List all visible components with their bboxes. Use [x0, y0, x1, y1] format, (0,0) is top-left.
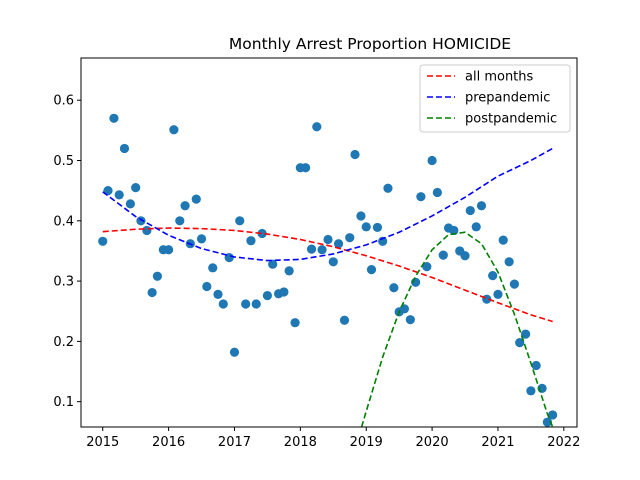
data-point-8 [142, 225, 152, 236]
legend-box [419, 64, 571, 133]
data-point-35 [290, 318, 300, 328]
data-point-9 [147, 287, 157, 298]
data-point-64 [449, 225, 459, 236]
data-point-14 [175, 216, 185, 226]
data-point-27 [246, 236, 256, 246]
data-point-28 [251, 299, 261, 309]
data-point-34 [284, 266, 294, 276]
data-point-41 [323, 234, 333, 245]
chart-title: Monthly Arrest Proportion HOMICIDE [229, 35, 511, 53]
data-point-82 [548, 410, 558, 420]
data-point-81 [542, 417, 552, 427]
data-point-79 [531, 360, 541, 371]
data-point-3 [114, 190, 124, 200]
data-point-75 [509, 279, 520, 289]
y-tick-label-2: 0.3 [53, 275, 74, 290]
data-point-15 [180, 201, 190, 211]
data-point-44 [339, 315, 350, 325]
data-point-72 [493, 289, 503, 299]
data-point-50 [372, 222, 383, 233]
data-point-30 [262, 290, 273, 301]
data-point-67 [465, 205, 475, 216]
data-point-62 [438, 250, 448, 260]
data-point-10 [152, 271, 163, 281]
legend-label-all-months: all months [465, 70, 534, 85]
data-point-76 [515, 337, 525, 348]
data-point-37 [301, 163, 311, 173]
data-point-53 [389, 283, 399, 293]
legend: all months prepandemic postpandemic [419, 64, 571, 133]
data-point-38 [306, 244, 317, 254]
x-tick-label-0: 2015 [86, 435, 119, 450]
y-tick-label-4: 0.5 [53, 154, 74, 169]
series-line-prepandemic [102, 147, 554, 262]
data-point-73 [498, 235, 508, 245]
data-point-1 [103, 186, 113, 196]
series-line-postpandemic [360, 231, 554, 427]
data-point-4 [119, 143, 130, 154]
x-tick-label-6: 2021 [481, 435, 514, 450]
legend-label-prepandemic: prepandemic [465, 91, 550, 106]
data-point-58 [416, 192, 426, 202]
data-point-31 [268, 259, 278, 269]
y-tick-label-5: 0.6 [53, 94, 74, 109]
x-tick-label-5: 2020 [416, 435, 449, 450]
data-point-19 [202, 281, 212, 292]
data-point-22 [218, 299, 228, 309]
data-point-61 [432, 187, 442, 198]
data-point-33 [279, 287, 289, 297]
data-point-56 [405, 315, 415, 325]
data-point-6 [131, 183, 141, 193]
data-point-7 [136, 216, 146, 226]
plot-frame [80, 57, 578, 428]
fit-lines [102, 147, 554, 427]
x-axis: 2015 2016 2017 2018 2019 2020 2021 2022 [86, 427, 580, 450]
data-point-45 [345, 233, 355, 243]
data-point-68 [471, 222, 481, 232]
x-tick-label-2: 2017 [218, 435, 251, 450]
data-point-13 [169, 125, 179, 135]
data-point-59 [422, 262, 432, 272]
data-point-43 [333, 239, 344, 249]
data-point-25 [235, 216, 245, 226]
data-point-5 [125, 199, 135, 209]
series-line-all-months [102, 227, 553, 323]
legend-label-postpandemic: postpandemic [465, 112, 557, 127]
y-axis: 0.1 0.2 0.3 0.4 0.5 0.6 [53, 94, 81, 410]
data-point-71 [488, 271, 498, 281]
data-point-20 [208, 263, 218, 273]
y-tick-label-1: 0.2 [53, 335, 74, 350]
data-point-12 [164, 245, 174, 255]
data-point-46 [350, 149, 360, 160]
data-point-42 [328, 257, 338, 267]
data-point-2 [109, 113, 119, 123]
x-tick-label-1: 2016 [152, 435, 185, 450]
data-point-77 [521, 329, 531, 339]
data-point-49 [366, 265, 377, 275]
y-tick-label-3: 0.4 [53, 214, 74, 229]
data-point-74 [504, 257, 514, 267]
data-point-26 [241, 299, 251, 309]
data-point-17 [191, 194, 201, 204]
data-point-66 [460, 251, 470, 261]
x-tick-label-4: 2019 [350, 435, 383, 450]
x-tick-label-3: 2018 [284, 435, 317, 450]
data-point-69 [476, 201, 487, 211]
data-point-60 [427, 155, 437, 166]
x-tick-label-7: 2022 [547, 435, 580, 450]
y-tick-label-0: 0.1 [53, 395, 74, 410]
data-point-40 [317, 245, 327, 255]
data-point-47 [356, 211, 366, 221]
data-point-39 [312, 122, 322, 132]
data-point-18 [196, 234, 207, 244]
data-point-24 [229, 347, 240, 357]
data-point-29 [257, 228, 267, 239]
data-point-78 [526, 386, 536, 396]
scatter-points [98, 113, 558, 427]
data-point-0 [98, 236, 108, 246]
data-point-48 [361, 222, 371, 232]
data-point-52 [383, 183, 393, 193]
data-point-21 [213, 289, 223, 299]
